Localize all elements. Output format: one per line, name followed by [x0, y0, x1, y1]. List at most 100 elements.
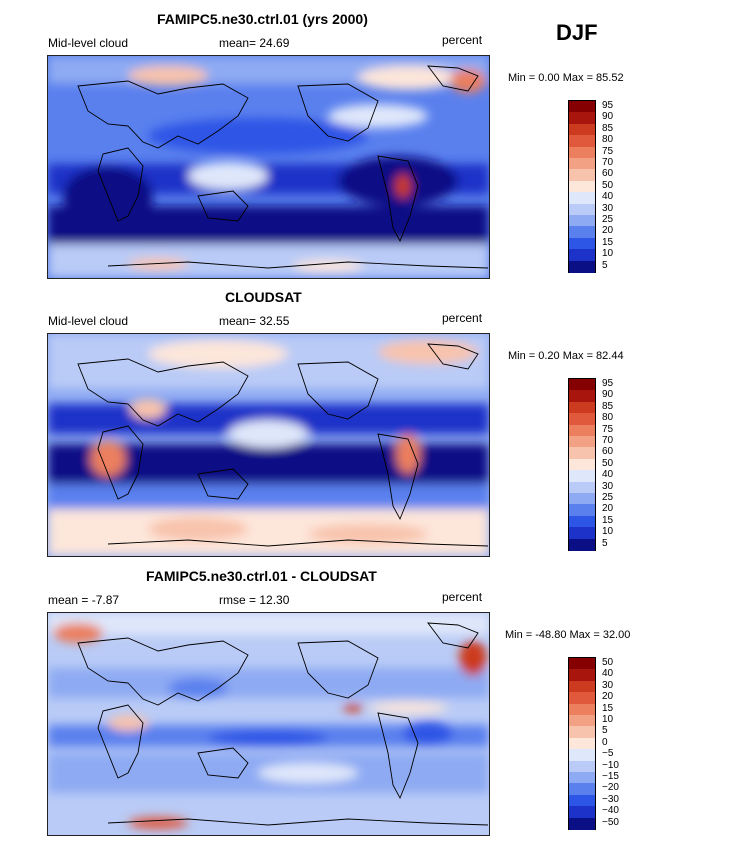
colorbar-label: 40	[602, 668, 614, 680]
panel-3-title: FAMIPC5.ne30.ctrl.01 - CLOUDSAT	[146, 568, 377, 584]
panel-2-map-field	[48, 334, 489, 556]
panel-1-units: percent	[442, 33, 483, 47]
colorbar-label: 5	[602, 725, 608, 737]
colorbar-swatch	[569, 772, 595, 784]
colorbar-swatch	[569, 504, 595, 517]
panel-1-title: FAMIPC5.ne30.ctrl.01 (yrs 2000)	[157, 11, 368, 27]
colorbar-swatch	[569, 260, 595, 273]
panel-1-map	[47, 55, 490, 279]
colorbar-label: 85	[602, 400, 614, 412]
colorbar-swatch	[569, 493, 595, 505]
colorbar-swatch	[569, 192, 595, 205]
colorbar-label: −30	[602, 793, 619, 805]
colorbar-swatch	[569, 783, 595, 796]
panel-2-title: CLOUDSAT	[225, 289, 302, 305]
colorbar-swatch	[569, 726, 595, 739]
panel-3-map	[47, 612, 490, 836]
colorbar-swatch	[569, 180, 595, 193]
panel-3-rmse: rmse = 12.30	[219, 593, 290, 607]
panel-2-mean: mean= 32.55	[219, 314, 290, 328]
colorbar-swatch	[569, 203, 595, 216]
colorbar-swatch	[569, 436, 595, 448]
colorbar-swatch	[569, 424, 595, 437]
panel-1-mean: mean= 24.69	[219, 36, 290, 50]
colorbar-label: −20	[602, 782, 619, 794]
colorbar-swatch	[569, 527, 595, 540]
colorbar-label: 40	[602, 469, 614, 481]
colorbar-label: 85	[602, 122, 614, 134]
colorbar-swatch	[569, 470, 595, 483]
colorbar-label: 0	[602, 736, 608, 748]
panel-2-minmax: Min = 0.20 Max = 82.44	[508, 350, 624, 362]
colorbar-label: −10	[602, 759, 619, 771]
colorbar-swatch	[569, 101, 595, 113]
panel-1-map-field	[48, 56, 489, 278]
colorbar-label: 70	[602, 157, 614, 168]
colorbar-label: 20	[602, 225, 614, 237]
panel-1-minmax: Min = 0.00 Max = 85.52	[508, 72, 624, 84]
colorbar-swatch	[569, 703, 595, 716]
season-label: DJF	[556, 20, 598, 45]
colorbar-swatch	[569, 817, 595, 830]
colorbar-label: 25	[602, 214, 614, 225]
colorbar-label: 50	[602, 657, 614, 668]
panel-2-colorbar	[568, 378, 596, 551]
colorbar-label: 60	[602, 446, 614, 458]
colorbar-swatch	[569, 379, 595, 391]
colorbar-swatch	[569, 146, 595, 159]
colorbar-swatch	[569, 538, 595, 551]
colorbar-label: 90	[602, 389, 614, 401]
colorbar-label: 25	[602, 492, 614, 503]
colorbar-label: 75	[602, 145, 614, 157]
colorbar-swatch	[569, 169, 595, 182]
colorbar-swatch	[569, 158, 595, 170]
colorbar-label: 10	[602, 526, 614, 538]
colorbar-swatch	[569, 413, 595, 426]
panel-3-colorbar	[568, 657, 596, 830]
colorbar-swatch	[569, 249, 595, 262]
colorbar-swatch	[569, 401, 595, 414]
colorbar-label: 75	[602, 423, 614, 435]
colorbar-swatch	[569, 806, 595, 819]
panel-1-variable-label: Mid-level cloud	[48, 36, 129, 50]
colorbar-swatch	[569, 715, 595, 727]
colorbar-label: 95	[602, 378, 614, 389]
colorbar-swatch	[569, 135, 595, 148]
colorbar-label: 5	[602, 259, 608, 271]
panel-3-map-field	[48, 613, 489, 835]
colorbar-label: 30	[602, 679, 614, 691]
colorbar-label: 70	[602, 435, 614, 446]
colorbar-swatch	[569, 481, 595, 494]
colorbar-swatch	[569, 237, 595, 250]
colorbar-swatch	[569, 760, 595, 773]
colorbar-label: 30	[602, 480, 614, 492]
colorbar-swatch	[569, 669, 595, 682]
colorbar-label: −50	[602, 816, 619, 828]
colorbar-label: 10	[602, 248, 614, 260]
colorbar-label: 90	[602, 111, 614, 123]
colorbar-label: 30	[602, 202, 614, 214]
colorbar-label: 15	[602, 702, 614, 714]
colorbar-label: 95	[602, 100, 614, 111]
colorbar-label: −5	[602, 748, 614, 760]
colorbar-swatch	[569, 794, 595, 807]
colorbar-label: −40	[602, 805, 619, 817]
colorbar-swatch	[569, 749, 595, 762]
colorbar-swatch	[569, 458, 595, 471]
colorbar-swatch	[569, 112, 595, 125]
colorbar-swatch	[569, 658, 595, 670]
colorbar-label: 10	[602, 714, 614, 725]
colorbar-label: 40	[602, 191, 614, 203]
colorbar-label: −15	[602, 771, 619, 782]
panel-2-variable-label: Mid-level cloud	[48, 314, 129, 328]
panel-2-map	[47, 333, 490, 557]
colorbar-swatch	[569, 515, 595, 528]
colorbar-label: 80	[602, 134, 614, 146]
panel-2-units: percent	[442, 311, 483, 325]
colorbar-label: 50	[602, 179, 614, 191]
colorbar-label: 5	[602, 537, 608, 549]
colorbar-swatch	[569, 692, 595, 705]
colorbar-label: 20	[602, 691, 614, 703]
panel-3-mean: mean = -7.87	[48, 593, 120, 607]
colorbar-swatch	[569, 680, 595, 693]
